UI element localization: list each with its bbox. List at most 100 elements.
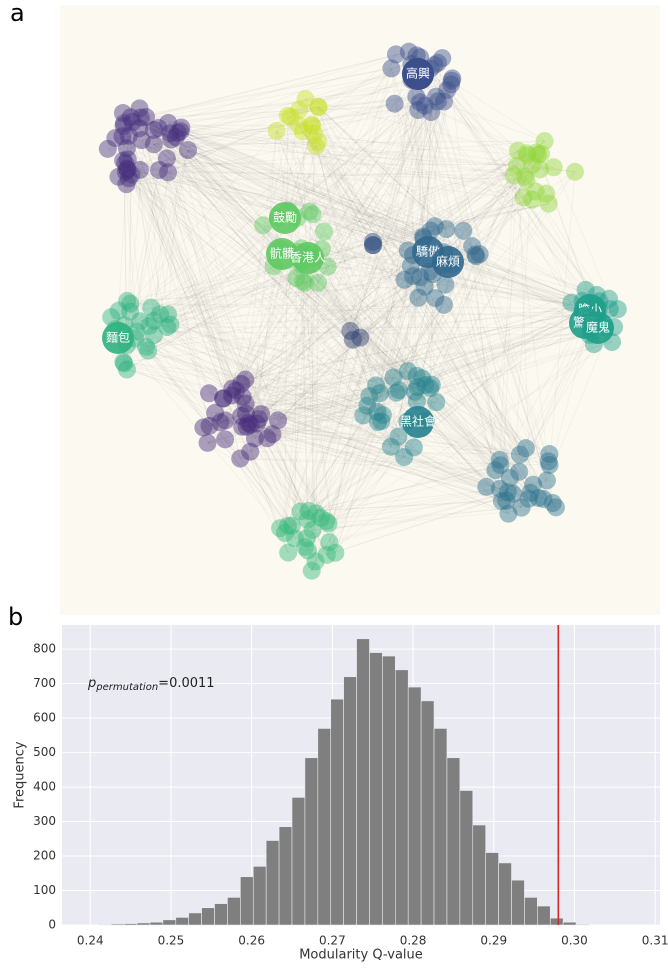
x-tick-label: 0.27 [319, 934, 346, 948]
bar [305, 758, 318, 925]
node [279, 544, 297, 562]
node [385, 368, 403, 386]
node-label: 麵包 [106, 331, 130, 345]
node [477, 478, 495, 496]
node [491, 451, 509, 469]
node [411, 93, 429, 111]
node [511, 446, 529, 464]
node [435, 296, 453, 314]
bar [576, 924, 589, 925]
node [382, 438, 400, 456]
bar [369, 653, 382, 925]
annotation-value: =0.0011 [158, 676, 214, 691]
bar [421, 701, 434, 925]
x-tick-label: 0.29 [480, 934, 507, 948]
node [216, 412, 234, 430]
bar [550, 918, 563, 925]
node [158, 318, 176, 336]
node [409, 289, 427, 307]
node [122, 166, 140, 184]
bar [163, 920, 176, 925]
node [269, 411, 287, 429]
bar [253, 866, 266, 925]
node [99, 140, 117, 158]
node-label: 魔鬼 [586, 320, 610, 335]
node [527, 183, 545, 201]
node [405, 438, 423, 456]
bar [124, 924, 137, 925]
bar [189, 913, 202, 925]
bar [215, 904, 228, 925]
node [137, 338, 155, 356]
node [131, 312, 149, 330]
bar [227, 897, 240, 925]
bar [150, 922, 163, 925]
node-label: 黑社會 [400, 414, 436, 429]
bar [266, 841, 279, 925]
node [443, 69, 461, 87]
y-axis-title: Frequency [13, 741, 28, 808]
x-tick-label: 0.24 [77, 934, 104, 948]
bar [240, 877, 253, 925]
node [463, 237, 481, 255]
bar [357, 639, 370, 925]
bar [137, 923, 150, 925]
y-tick-label: 100 [33, 883, 56, 897]
bar [473, 825, 486, 925]
node [315, 223, 333, 241]
node [427, 393, 445, 411]
node [268, 122, 286, 140]
bar [434, 728, 447, 925]
node [279, 107, 297, 125]
bar [499, 863, 512, 925]
x-tick-label: 0.31 [642, 934, 668, 948]
node [115, 354, 133, 372]
node [159, 114, 177, 132]
node [158, 149, 176, 167]
node-label: 香港人 [290, 251, 326, 265]
node [216, 430, 234, 448]
panel-label: a [10, 0, 25, 27]
node [429, 92, 447, 110]
node [121, 295, 139, 313]
node [386, 95, 404, 113]
node [423, 376, 441, 394]
bar [382, 656, 395, 925]
node [408, 367, 426, 385]
bar [279, 827, 292, 925]
x-tick-label: 0.26 [238, 934, 265, 948]
y-tick-label: 0 [48, 918, 56, 932]
bar [111, 924, 124, 925]
annotation-symbol: p [87, 676, 96, 691]
bar [460, 791, 473, 925]
bar [486, 853, 499, 925]
node [199, 434, 217, 452]
node-label: 麻煩 [436, 254, 460, 269]
node [318, 546, 336, 564]
node [194, 418, 212, 436]
node [436, 276, 454, 294]
node [276, 524, 294, 542]
y-tick-label: 800 [33, 642, 56, 656]
node [162, 131, 180, 149]
x-axis-title: Modularity Q-value [299, 948, 423, 963]
node-label: 高興 [406, 66, 430, 81]
node [296, 538, 314, 556]
node [531, 160, 549, 178]
y-tick-label: 700 [33, 676, 56, 690]
panel-label: b [8, 603, 23, 631]
node [113, 127, 131, 145]
bar [176, 917, 189, 925]
node [301, 203, 319, 221]
node [130, 119, 148, 137]
node [540, 445, 558, 463]
bar [395, 670, 408, 925]
node [404, 267, 422, 285]
node [454, 222, 472, 240]
bar [447, 758, 460, 925]
bar [524, 897, 537, 925]
node [371, 384, 389, 402]
bar [563, 922, 576, 925]
